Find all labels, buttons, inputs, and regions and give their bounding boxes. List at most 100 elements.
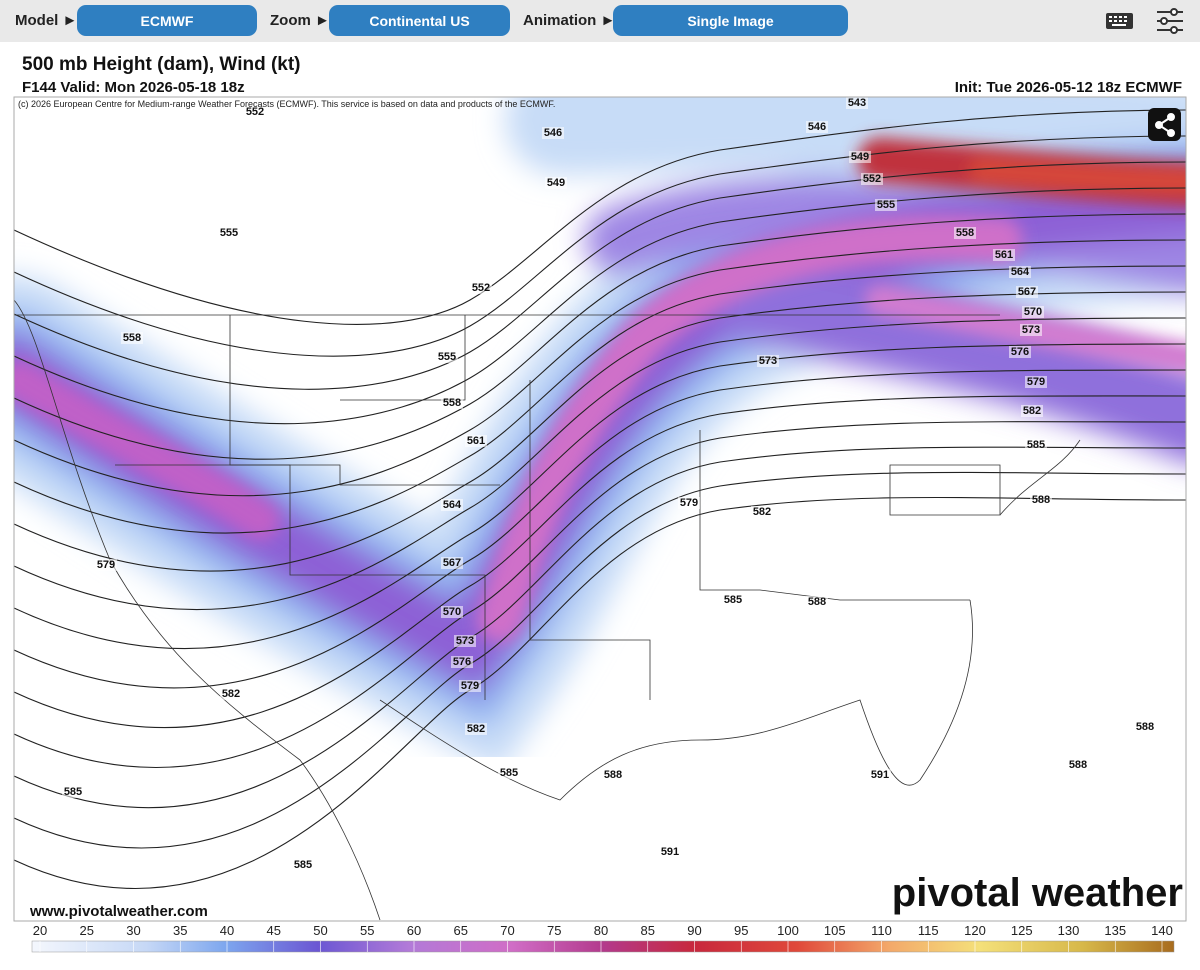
contour-label-bg <box>441 557 463 569</box>
contour-label: 585 <box>1027 439 1045 451</box>
contour-line <box>14 317 1186 611</box>
contour-line <box>14 471 1186 849</box>
map-valid-time: F144 Valid: Mon 2026-05-18 18z <box>22 79 245 96</box>
contour-label-bg <box>545 177 567 189</box>
contour-label: 591 <box>661 846 679 858</box>
contour-label: 582 <box>1023 405 1041 417</box>
colorbar-tick-label: 90 <box>687 923 701 938</box>
colorbar-tick-label: 45 <box>267 923 281 938</box>
animation-button[interactable]: Single Image <box>613 5 848 36</box>
contour-label-bg <box>659 846 681 858</box>
map-init-time: Init: Tue 2026-05-12 18z ECMWF <box>954 79 1182 96</box>
contour-line <box>14 496 1186 889</box>
contour-label-bg <box>470 282 492 294</box>
contour-label: 552 <box>246 106 264 118</box>
contour-label: 558 <box>123 332 141 344</box>
contour-label: 576 <box>453 656 471 668</box>
contour-label: 555 <box>438 351 456 363</box>
contour-label: 579 <box>97 559 115 571</box>
contour-label: 582 <box>467 723 485 735</box>
colorbar-tick-label: 25 <box>80 923 94 938</box>
contour-label: 585 <box>724 594 742 606</box>
colorbar-tick-label: 40 <box>220 923 234 938</box>
colorbar-tick-label: 140 <box>1151 923 1173 938</box>
colorbar-tick-label: 65 <box>454 923 468 938</box>
contour-label-bg <box>95 559 117 571</box>
contour-label-bg <box>875 199 897 211</box>
contour-label-bg <box>1025 376 1047 388</box>
contour-label-bg <box>751 506 773 518</box>
colorbar-tick-label: 130 <box>1058 923 1080 938</box>
contour-label: 561 <box>995 249 1013 261</box>
contour-label-bg <box>1021 405 1043 417</box>
toolbar: Model ► ECMWF Zoom ► Continental US Anim… <box>0 0 1200 42</box>
contour-label: 573 <box>456 635 474 647</box>
colorbar-tick-label: 85 <box>641 923 655 938</box>
contour-label-bg <box>846 97 868 109</box>
contour-label-bg <box>806 596 828 608</box>
zoom-button[interactable]: Continental US <box>329 5 510 36</box>
colorbar-tick-label: 100 <box>777 923 799 938</box>
contour-label: 567 <box>1018 286 1036 298</box>
colorbar-tick-label: 35 <box>173 923 187 938</box>
contour-label-bg <box>722 594 744 606</box>
colorbar-tick-label: 20 <box>33 923 47 938</box>
contour-label-bg <box>1067 759 1089 771</box>
contour-line <box>14 135 1186 357</box>
contour-label: 558 <box>956 227 974 239</box>
zoom-label: Zoom ► <box>270 12 330 29</box>
contour-label-bg <box>1025 439 1047 451</box>
contour-label-bg <box>454 635 476 647</box>
contour-label-bg <box>441 397 463 409</box>
contour-label-bg <box>451 656 473 668</box>
contour-label-bg <box>1009 266 1031 278</box>
contour-label: 564 <box>443 499 462 511</box>
contour-label-bg <box>849 151 871 163</box>
colorbar-tick-label: 110 <box>871 923 892 938</box>
settings-icon[interactable] <box>1155 6 1185 36</box>
contour-label-bg <box>1134 721 1156 733</box>
contour-label-bg <box>465 435 487 447</box>
keyboard-icon[interactable] <box>1105 10 1135 32</box>
contour-line <box>14 395 1186 729</box>
map-border <box>13 96 1187 922</box>
contour-label-bg <box>1016 286 1038 298</box>
contour-line <box>14 187 1186 425</box>
contour-label-bg <box>542 127 564 139</box>
contour-label-bg <box>869 769 891 781</box>
contour-line <box>14 109 1186 325</box>
contour-label: 579 <box>1027 376 1045 388</box>
contour-label-bg <box>498 767 520 779</box>
borders <box>14 299 1081 921</box>
contour-label: 588 <box>808 596 826 608</box>
share-button[interactable] <box>1148 108 1181 141</box>
contour-label-bg <box>1030 494 1052 506</box>
contour-label: 546 <box>544 127 562 139</box>
contour-label: 561 <box>467 435 485 447</box>
model-button[interactable]: ECMWF <box>77 5 257 36</box>
contour-label-bg <box>602 769 624 781</box>
colorbar-ticks: 20 25 30 35 40 45 50 55 60 65 70 75 80 85 90 95 100 105 11… <box>33 923 1173 952</box>
contour-line <box>14 369 1186 689</box>
contour-line <box>14 446 1186 809</box>
contour-label: 546 <box>808 121 826 133</box>
contour-label-bg <box>861 173 883 185</box>
contour-label: 570 <box>1024 306 1042 318</box>
contour-label: 543 <box>848 97 866 109</box>
contour-label-bg <box>292 859 314 871</box>
contour-label: 588 <box>1069 759 1087 771</box>
contour-label: 585 <box>294 859 312 871</box>
colorbar <box>31 940 1175 953</box>
colorbar-tick-label: 125 <box>1011 923 1033 938</box>
contour-line <box>14 343 1186 650</box>
contour-label: 555 <box>877 199 895 211</box>
contour-label-bg <box>441 499 463 511</box>
colorbar-tick-label: 105 <box>824 923 846 938</box>
contour-label-bg <box>244 106 266 118</box>
animation-label: Animation ► <box>523 12 616 29</box>
colorbar-tick-label: 120 <box>964 923 986 938</box>
contour-label-bg <box>62 786 84 798</box>
contour-label: 579 <box>461 680 479 692</box>
